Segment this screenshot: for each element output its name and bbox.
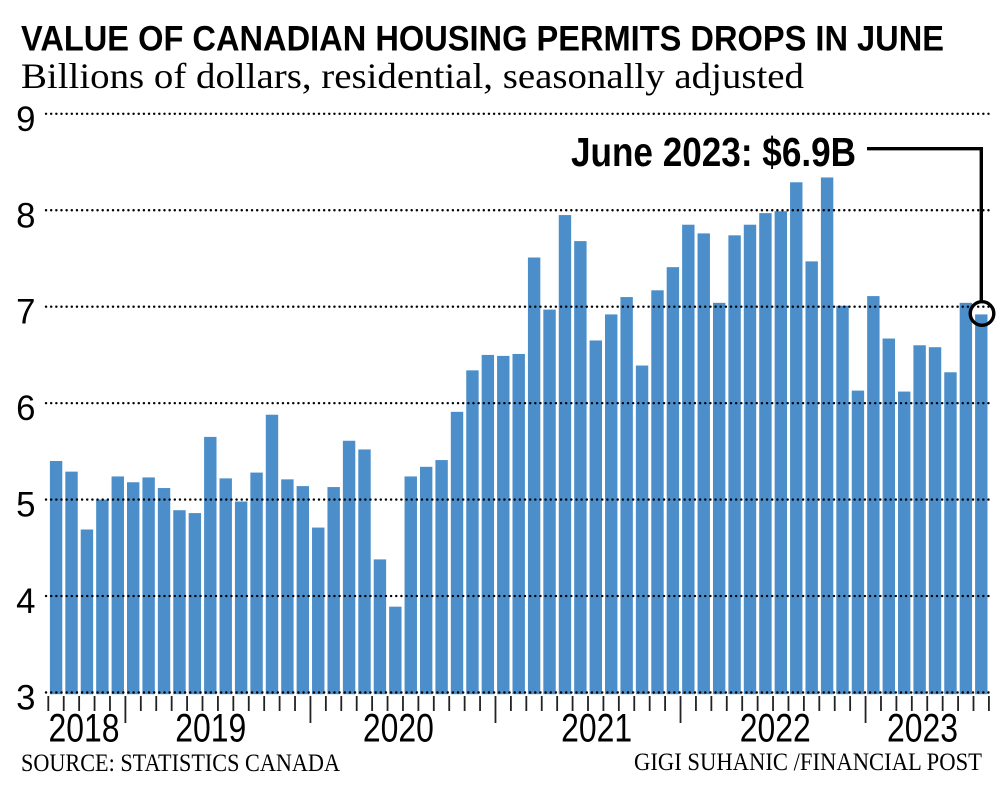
svg-text:6: 6 [16, 389, 35, 428]
svg-text:GIGI SUHANIC /FINANCIAL POST: GIGI SUHANIC /FINANCIAL POST [634, 749, 982, 776]
svg-text:2020: 2020 [363, 707, 434, 751]
svg-text:SOURCE: STATISTICS CANADA: SOURCE: STATISTICS CANADA [21, 750, 340, 777]
svg-text:9: 9 [16, 100, 35, 139]
svg-text:VALUE OF CANADIAN HOUSING PERM: VALUE OF CANADIAN HOUSING PERMITS DROPS … [21, 19, 944, 59]
svg-text:4: 4 [16, 582, 35, 621]
svg-text:7: 7 [16, 293, 35, 332]
svg-text:8: 8 [16, 196, 35, 235]
svg-text:Billions of dollars, residenti: Billions of dollars, residential, season… [21, 56, 804, 96]
svg-text:3: 3 [16, 679, 35, 718]
svg-text:2021: 2021 [561, 707, 632, 751]
svg-text:2023: 2023 [887, 707, 958, 751]
svg-text:June 2023: $6.9B: June 2023: $6.9B [571, 129, 856, 175]
svg-text:2022: 2022 [740, 707, 811, 751]
svg-text:2018: 2018 [49, 707, 120, 751]
svg-text:5: 5 [16, 486, 35, 525]
svg-text:2019: 2019 [175, 707, 246, 751]
